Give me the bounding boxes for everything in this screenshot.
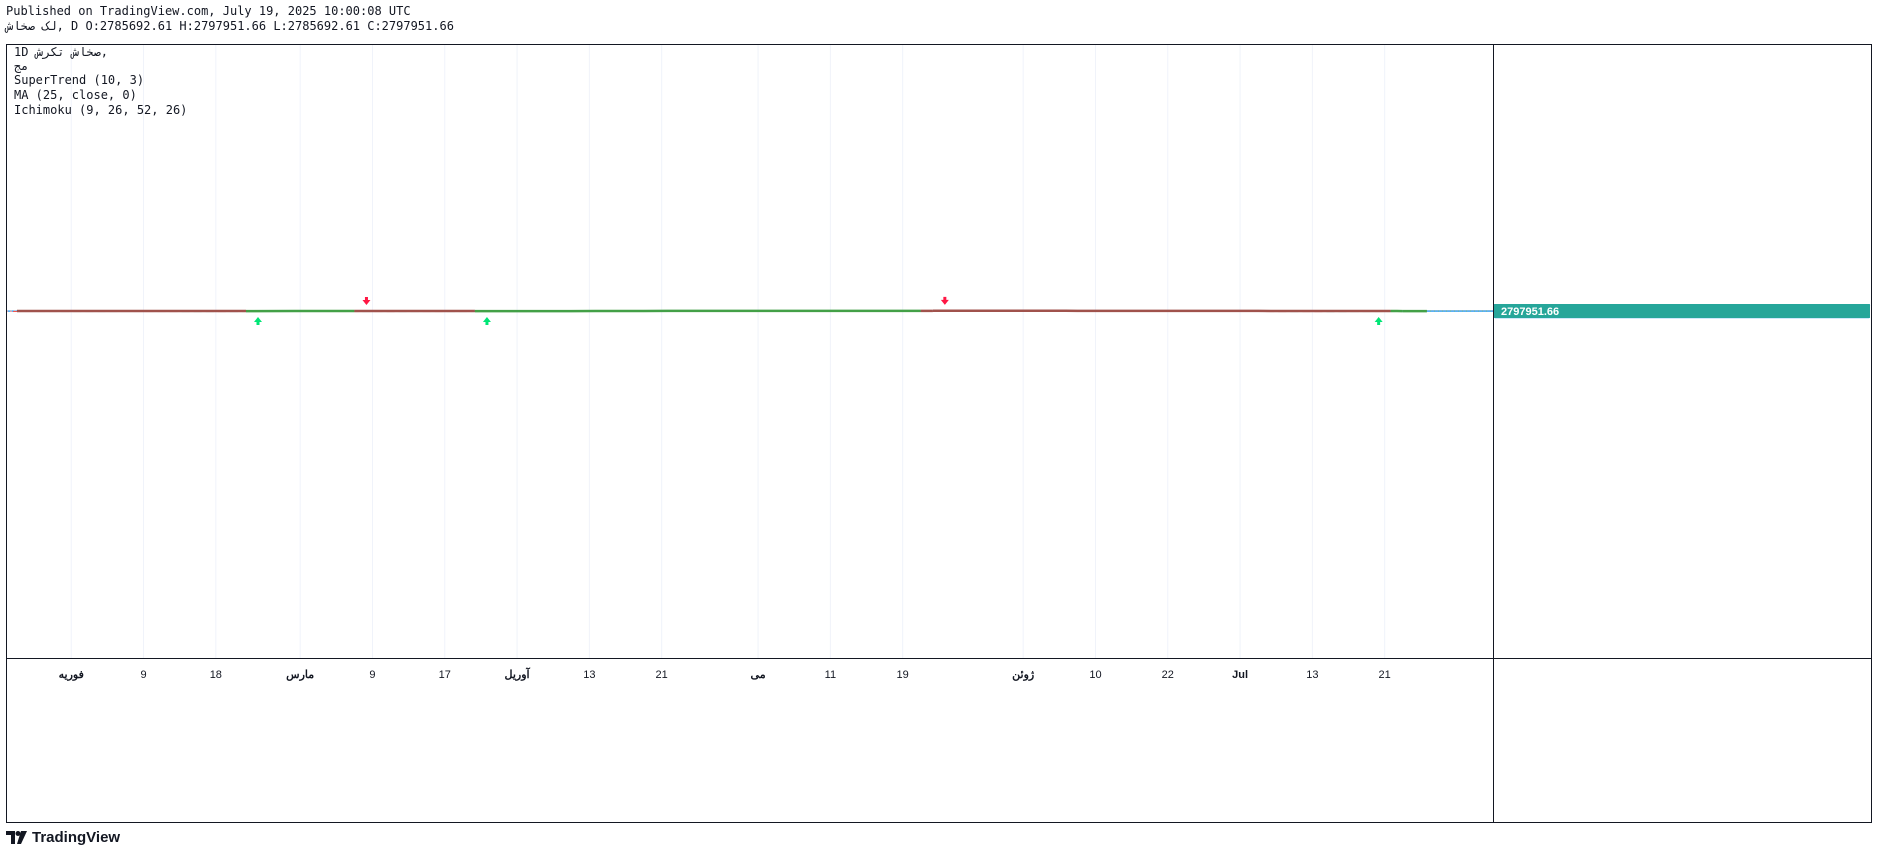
tradingview-icon (6, 830, 27, 844)
last-price-text: 2797951.66 (1501, 306, 1559, 318)
time-tick-label: 11 (825, 669, 836, 681)
time-tick-label: 13 (583, 669, 595, 681)
ohlc-header: لک صخاش, D O:2785692.61 H:2797951.66 L:2… (6, 19, 454, 33)
plot-area (7, 45, 1493, 658)
time-tick-label: می (751, 669, 766, 681)
time-tick-label: 10 (1089, 669, 1101, 681)
time-tick-label: Jul (1232, 669, 1248, 681)
legend-ma[interactable]: MA (25, close, 0) (14, 88, 137, 102)
legend-supertrend[interactable]: SuperTrend (10, 3) (14, 73, 145, 87)
time-tick-label: 21 (656, 669, 668, 681)
sell-signal-arrow (362, 297, 371, 306)
time-tick-label: آوریل (505, 667, 531, 681)
legend-symbol: 1D صخاش تکرش, (14, 45, 108, 59)
buy-signal-arrow (482, 317, 491, 326)
time-tick-label: 13 (1306, 669, 1318, 681)
last-price-box (1494, 304, 1870, 319)
published-header: Published on TradingView.com, July 19, 2… (6, 4, 411, 18)
buy-signal-arrow (254, 317, 262, 326)
chart-frame[interactable]: 3350000.003250000.003170000.003090000.00… (6, 44, 1872, 823)
time-tick-label: 21 (1379, 669, 1391, 681)
price-chart[interactable]: 3350000.003250000.003170000.003090000.00… (6, 44, 1872, 823)
buy-signal-arrow (1374, 317, 1383, 326)
time-tick-label: 17 (439, 669, 451, 681)
time-tick-label: 18 (210, 669, 222, 681)
legend-ichimoku[interactable]: Ichimoku (9, 26, 52, 26) (14, 103, 188, 117)
time-tick-label: 22 (1162, 669, 1174, 681)
tradingview-brand: TradingView (32, 829, 121, 846)
legend-exchange: مج (14, 59, 29, 73)
time-tick-label: 19 (897, 669, 909, 681)
time-tick-label: ژوئن (1012, 669, 1035, 681)
time-tick-label: فوریه (59, 669, 84, 681)
time-tick-label: 9 (140, 669, 146, 681)
tradingview-logo[interactable]: TradingView (6, 829, 120, 846)
sell-signal-arrow (940, 296, 949, 305)
time-tick-label: 9 (369, 669, 375, 681)
time-tick-label: مارس (286, 669, 314, 681)
chart-border (6, 44, 1872, 823)
